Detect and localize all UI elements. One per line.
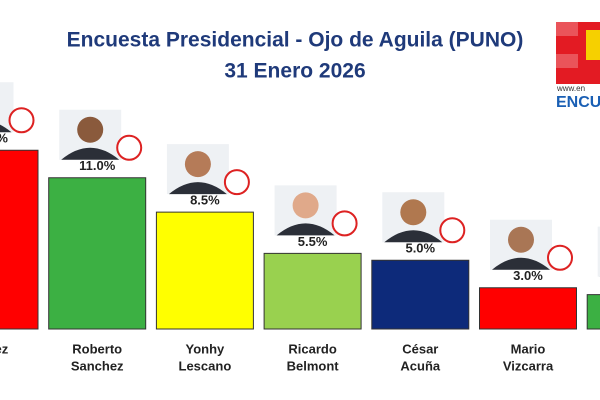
photo-body xyxy=(0,124,12,133)
party-logo xyxy=(331,210,358,237)
party-logo xyxy=(8,107,35,134)
logo-accent xyxy=(586,30,600,60)
photo-body xyxy=(384,230,443,243)
bar xyxy=(0,149,39,330)
bar xyxy=(155,211,254,330)
party-logo xyxy=(223,169,250,196)
value-label: 5.0% xyxy=(405,241,435,256)
bar xyxy=(263,252,362,330)
value-label: 8.5% xyxy=(190,193,220,208)
x-tick-label: López xyxy=(0,341,9,356)
candidate-photo xyxy=(382,192,466,244)
logo-url: www.en xyxy=(556,84,585,93)
x-tick-label: Belmont xyxy=(287,358,340,373)
photo-head xyxy=(508,226,534,253)
value-label: 5.5% xyxy=(298,234,328,249)
photo-bg xyxy=(597,226,600,277)
photo-body xyxy=(492,257,550,270)
candidate-photo xyxy=(59,109,143,161)
logo-stripe xyxy=(556,22,578,36)
x-tick-label: Roberto xyxy=(72,341,122,356)
photo-body xyxy=(276,223,335,236)
photo-body xyxy=(61,147,120,160)
x-tick-label: Vizcarra xyxy=(503,358,554,373)
candidate-photo xyxy=(490,219,573,271)
x-tick-label: César xyxy=(402,341,438,356)
x-tick-label: Acuña xyxy=(400,358,441,373)
bar xyxy=(586,294,600,330)
photo-head xyxy=(292,192,319,219)
photo-head xyxy=(400,199,427,226)
value-label: 3.0% xyxy=(513,268,543,283)
candidate-photo xyxy=(0,82,35,134)
logo: www.en ENCU xyxy=(556,22,600,111)
x-tick-label: Yonhy xyxy=(186,341,226,356)
bar xyxy=(479,287,577,330)
chart-title: Encuesta Presidencial - Ojo de Aguila (P… xyxy=(67,29,524,52)
photo-head xyxy=(184,151,211,178)
logo-text: ENCU xyxy=(556,94,600,111)
x-tick-label: Lescano xyxy=(179,358,232,373)
party-logo xyxy=(439,217,466,244)
bar xyxy=(371,259,470,330)
chart-subtitle: 31 Enero 2026 xyxy=(224,60,365,83)
logo-stripe xyxy=(556,54,578,68)
party-logo xyxy=(116,134,143,161)
value-label: 13.0% xyxy=(0,131,8,146)
x-tick-label: Sanchez xyxy=(71,358,124,373)
bar xyxy=(48,177,147,330)
x-tick-label: Ricardo xyxy=(288,341,336,356)
candidate-photo xyxy=(166,144,250,196)
photo-body xyxy=(168,182,227,195)
photo-head xyxy=(77,116,104,143)
candidate-photo xyxy=(274,185,358,237)
party-logo xyxy=(547,244,573,271)
value-label: 11.0% xyxy=(79,158,116,173)
x-tick-label: Mario xyxy=(511,341,546,356)
